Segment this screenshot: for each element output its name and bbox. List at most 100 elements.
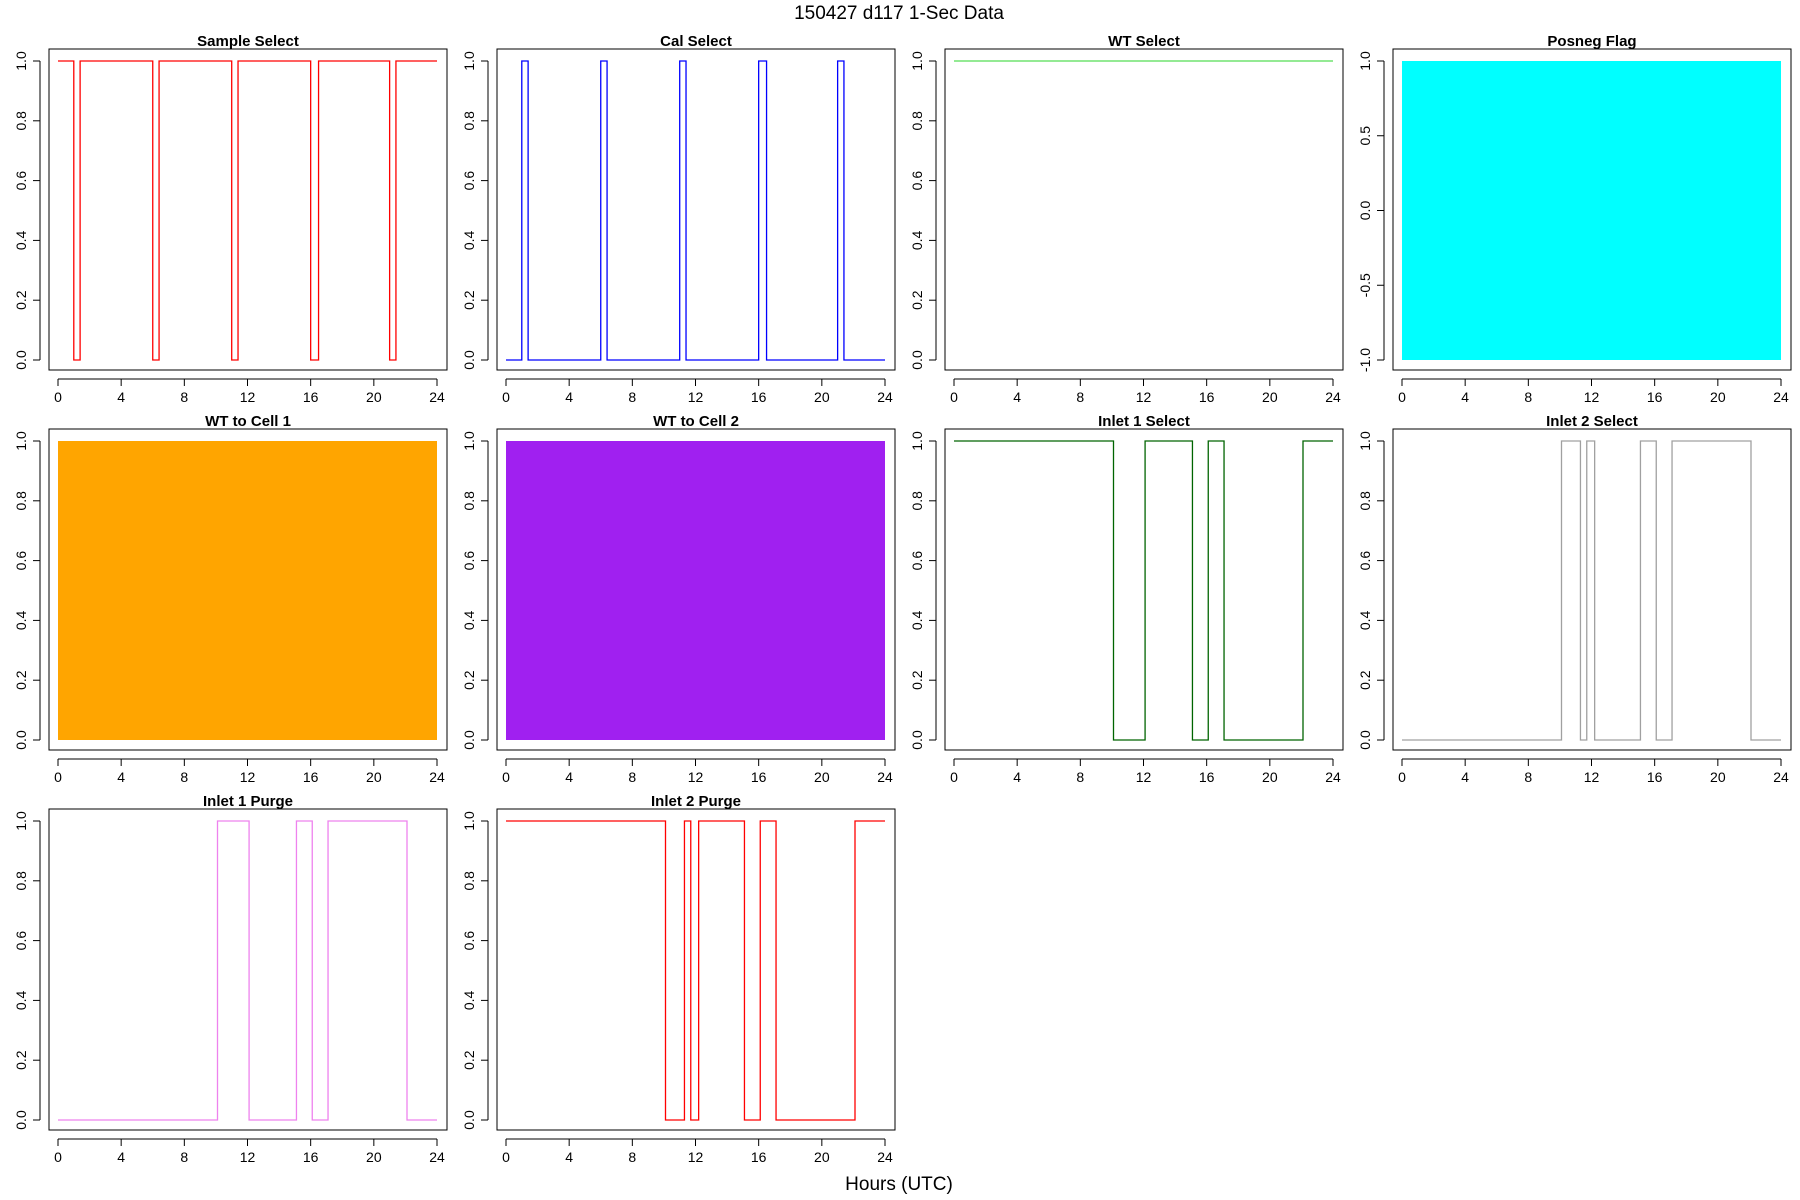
- x-tick-label: 4: [117, 1149, 125, 1165]
- y-tick-label: 1.0: [13, 431, 29, 451]
- x-tick-label: 4: [1013, 769, 1021, 785]
- y-tick-label: 0.6: [1357, 551, 1373, 571]
- y-tick-label: 0.8: [909, 491, 925, 511]
- x-tick-label: 8: [1524, 389, 1532, 405]
- y-tick-label: 0.2: [1357, 670, 1373, 690]
- y-tick-label: 1.0: [461, 431, 477, 451]
- x-tick-label: 16: [303, 389, 319, 405]
- panel-title: WT Select: [1108, 33, 1180, 50]
- x-tick-label: 0: [950, 389, 958, 405]
- x-tick-label: 20: [366, 769, 382, 785]
- x-tick-label: 4: [1461, 389, 1469, 405]
- y-tick-label: 0.8: [461, 871, 477, 891]
- y-tick-label: 0.2: [909, 290, 925, 310]
- y-tick-label: 0.2: [13, 290, 29, 310]
- panel-frame: [944, 428, 1344, 751]
- y-tick-label: 0.2: [13, 1050, 29, 1070]
- x-tick-label: 24: [1325, 769, 1341, 785]
- x-tick-label: 0: [54, 1149, 62, 1165]
- x-tick-label: 24: [429, 769, 445, 785]
- x-tick-label: 24: [429, 1149, 445, 1165]
- x-tick-label: 16: [1199, 769, 1215, 785]
- x-tick-label: 16: [751, 769, 767, 785]
- x-tick-label: 4: [565, 769, 573, 785]
- x-tick-label: 0: [502, 389, 510, 405]
- panel-title: Posneg Flag: [1547, 33, 1636, 50]
- x-tick-label: 24: [1773, 769, 1789, 785]
- panel-frame: [944, 48, 1344, 371]
- figure-xlabel: Hours (UTC): [845, 1174, 953, 1195]
- x-tick-label: 20: [1262, 769, 1278, 785]
- panel-title: Cal Select: [660, 33, 732, 50]
- panel-frame: [496, 428, 896, 751]
- x-tick-label: 24: [1773, 389, 1789, 405]
- x-tick-label: 0: [1398, 769, 1406, 785]
- y-tick-label: 0.0: [1357, 201, 1373, 221]
- y-tick-label: 0.8: [13, 491, 29, 511]
- y-tick-label: 1.0: [1357, 431, 1373, 451]
- y-tick-label: 0.2: [13, 670, 29, 690]
- y-tick-label: 0.6: [461, 171, 477, 191]
- x-tick-label: 4: [565, 389, 573, 405]
- y-tick-label: 0.8: [461, 111, 477, 131]
- panel-frame: [496, 808, 896, 1131]
- y-tick-label: 0.4: [909, 230, 925, 250]
- x-tick-label: 8: [180, 769, 188, 785]
- y-tick-label: -0.5: [1357, 273, 1373, 297]
- series-fill: [58, 441, 437, 740]
- y-tick-label: 0.6: [909, 171, 925, 191]
- panel-frame: [496, 48, 896, 371]
- y-tick-label: 0.0: [909, 350, 925, 370]
- y-tick-label: 0.8: [909, 111, 925, 131]
- x-tick-label: 20: [1710, 389, 1726, 405]
- series-line: [506, 60, 885, 361]
- figure-suptitle: 150427 d117 1-Sec Data: [794, 3, 1004, 24]
- x-tick-label: 16: [751, 1149, 767, 1165]
- x-tick-label: 20: [814, 1149, 830, 1165]
- panels-grid: Sample Select 0 4 8 12 16 20 24 0.0 0.2 0.4 0.6 0.8 1…: [13, 33, 1792, 1165]
- y-tick-label: 0.0: [461, 730, 477, 750]
- panel-posneg-flag: Posneg Flag 0 4 8 12 16 20 24 -1.0 -0.5 0.0 0.5 1.0: [1357, 33, 1792, 405]
- y-tick-label: 0.0: [13, 730, 29, 750]
- y-tick-label: 0.4: [909, 610, 925, 630]
- panel-frame: [48, 428, 448, 751]
- series-line: [58, 60, 437, 361]
- panel-wt-select: WT Select 0 4 8 12 16 20 24 0.0 0.2 0.4 0.6 0.8 1.0: [909, 33, 1344, 405]
- x-tick-label: 12: [240, 769, 256, 785]
- y-tick-label: 0.0: [461, 350, 477, 370]
- y-tick-label: 1.0: [13, 51, 29, 71]
- panel-title: Inlet 2 Purge: [651, 793, 741, 810]
- y-tick-label: 1.0: [13, 811, 29, 831]
- x-tick-label: 0: [54, 389, 62, 405]
- x-tick-label: 12: [688, 769, 704, 785]
- y-tick-label: 0.4: [461, 230, 477, 250]
- y-tick-label: 0.2: [909, 670, 925, 690]
- y-tick-label: 1.0: [909, 51, 925, 71]
- y-tick-label: 0.5: [1357, 126, 1373, 146]
- panel-frame: [1392, 428, 1792, 751]
- x-tick-label: 8: [1076, 769, 1084, 785]
- y-tick-label: 0.6: [13, 171, 29, 191]
- y-tick-label: 0.8: [461, 491, 477, 511]
- y-tick-label: 1.0: [461, 811, 477, 831]
- x-tick-label: 0: [502, 1149, 510, 1165]
- y-tick-label: 1.0: [1357, 51, 1373, 71]
- y-tick-label: 0.2: [461, 670, 477, 690]
- y-tick-label: 0.6: [461, 551, 477, 571]
- x-tick-label: 20: [1710, 769, 1726, 785]
- x-tick-label: 20: [1262, 389, 1278, 405]
- x-tick-label: 20: [814, 769, 830, 785]
- y-tick-label: 0.0: [461, 1110, 477, 1130]
- series-fill: [1402, 61, 1781, 360]
- panel-inlet-1-purge: Inlet 1 Purge 0 4 8 12 16 20 24 0.0 0.2 0.4 0.6 0.8 1…: [13, 793, 448, 1165]
- x-tick-label: 8: [180, 1149, 188, 1165]
- x-tick-label: 12: [240, 1149, 256, 1165]
- x-tick-label: 0: [502, 769, 510, 785]
- x-tick-label: 4: [1013, 389, 1021, 405]
- panel-inlet-2-select: Inlet 2 Select 0 4 8 12 16 20 24 0.0 0.2 0.4 0.6 0.8…: [1357, 413, 1792, 785]
- x-tick-label: 20: [366, 1149, 382, 1165]
- panel-title: Inlet 1 Purge: [203, 793, 293, 810]
- series-fill: [506, 441, 885, 740]
- panel-title: Sample Select: [197, 33, 299, 50]
